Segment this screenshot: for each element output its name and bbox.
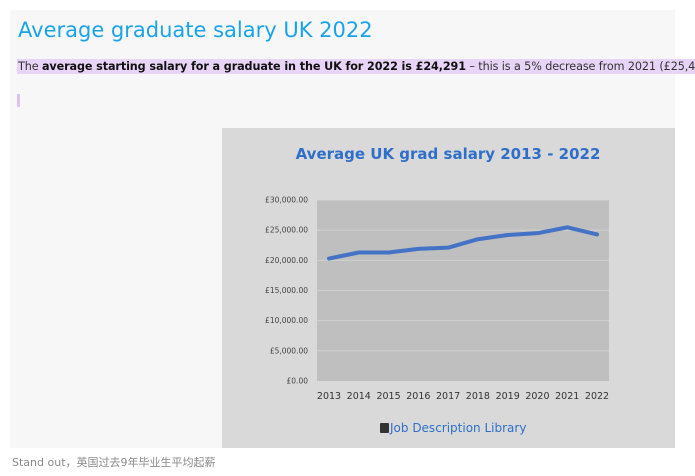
y-tick-label: £15,000.00 bbox=[265, 286, 308, 295]
y-tick-label: £20,000.00 bbox=[265, 256, 308, 265]
chart-svg: Average UK grad salary 2013 - 2022 £0.00… bbox=[265, 145, 609, 402]
intro-highlight: average starting salary for a graduate i… bbox=[41, 60, 466, 73]
x-tick-label: 2013 bbox=[317, 391, 341, 402]
intro-lead: The bbox=[18, 60, 42, 73]
page-title: Average graduate salary UK 2022 bbox=[18, 18, 373, 42]
series-line bbox=[327, 225, 599, 261]
x-tick-label: 2019 bbox=[496, 391, 520, 402]
x-tick-label: 2017 bbox=[436, 391, 460, 402]
x-axis-ticks: 2013 2014 2015 2016 2017 2018 2019 2020 2021 2022 bbox=[317, 391, 609, 402]
y-tick-label: £0.00 bbox=[287, 377, 309, 386]
x-tick-label: 2022 bbox=[585, 391, 609, 402]
watermark-text: Job Description Library bbox=[390, 421, 527, 435]
x-tick-label: 2014 bbox=[347, 391, 371, 402]
y-tick-label: £5,000.00 bbox=[270, 346, 308, 355]
x-tick-label: 2018 bbox=[466, 391, 490, 402]
intro-tail: – this is a 5% decrease from 2021 (£25,4… bbox=[465, 60, 695, 73]
y-tick-label: £10,000.00 bbox=[265, 316, 308, 325]
intro-paragraph: The average starting salary for a gradua… bbox=[17, 59, 695, 74]
salary-chart: Average UK grad salary 2013 - 2022 £0.00… bbox=[222, 128, 675, 448]
x-tick-label: 2016 bbox=[406, 391, 430, 402]
x-tick-label: 2015 bbox=[376, 391, 400, 402]
book-icon bbox=[380, 423, 389, 433]
article-panel: Average graduate salary UK 2022 The aver… bbox=[10, 10, 695, 448]
x-tick-label: 2021 bbox=[555, 391, 579, 402]
chart-title: Average UK grad salary 2013 - 2022 bbox=[296, 145, 601, 163]
y-tick-label: £30,000.00 bbox=[265, 196, 308, 205]
watermark: Job Description Library bbox=[380, 421, 526, 435]
image-caption: Stand out，英国过去9年毕业生平均起薪 bbox=[12, 456, 216, 469]
grid-lines bbox=[317, 199, 609, 352]
y-axis-ticks: £0.00 £5,000.00 £10,000.00 £15,000.00 £20,00… bbox=[265, 196, 308, 386]
series-layer bbox=[327, 225, 599, 261]
x-tick-label: 2020 bbox=[525, 391, 549, 402]
y-tick-label: £25,000.00 bbox=[265, 226, 308, 235]
text-cursor bbox=[17, 94, 20, 107]
